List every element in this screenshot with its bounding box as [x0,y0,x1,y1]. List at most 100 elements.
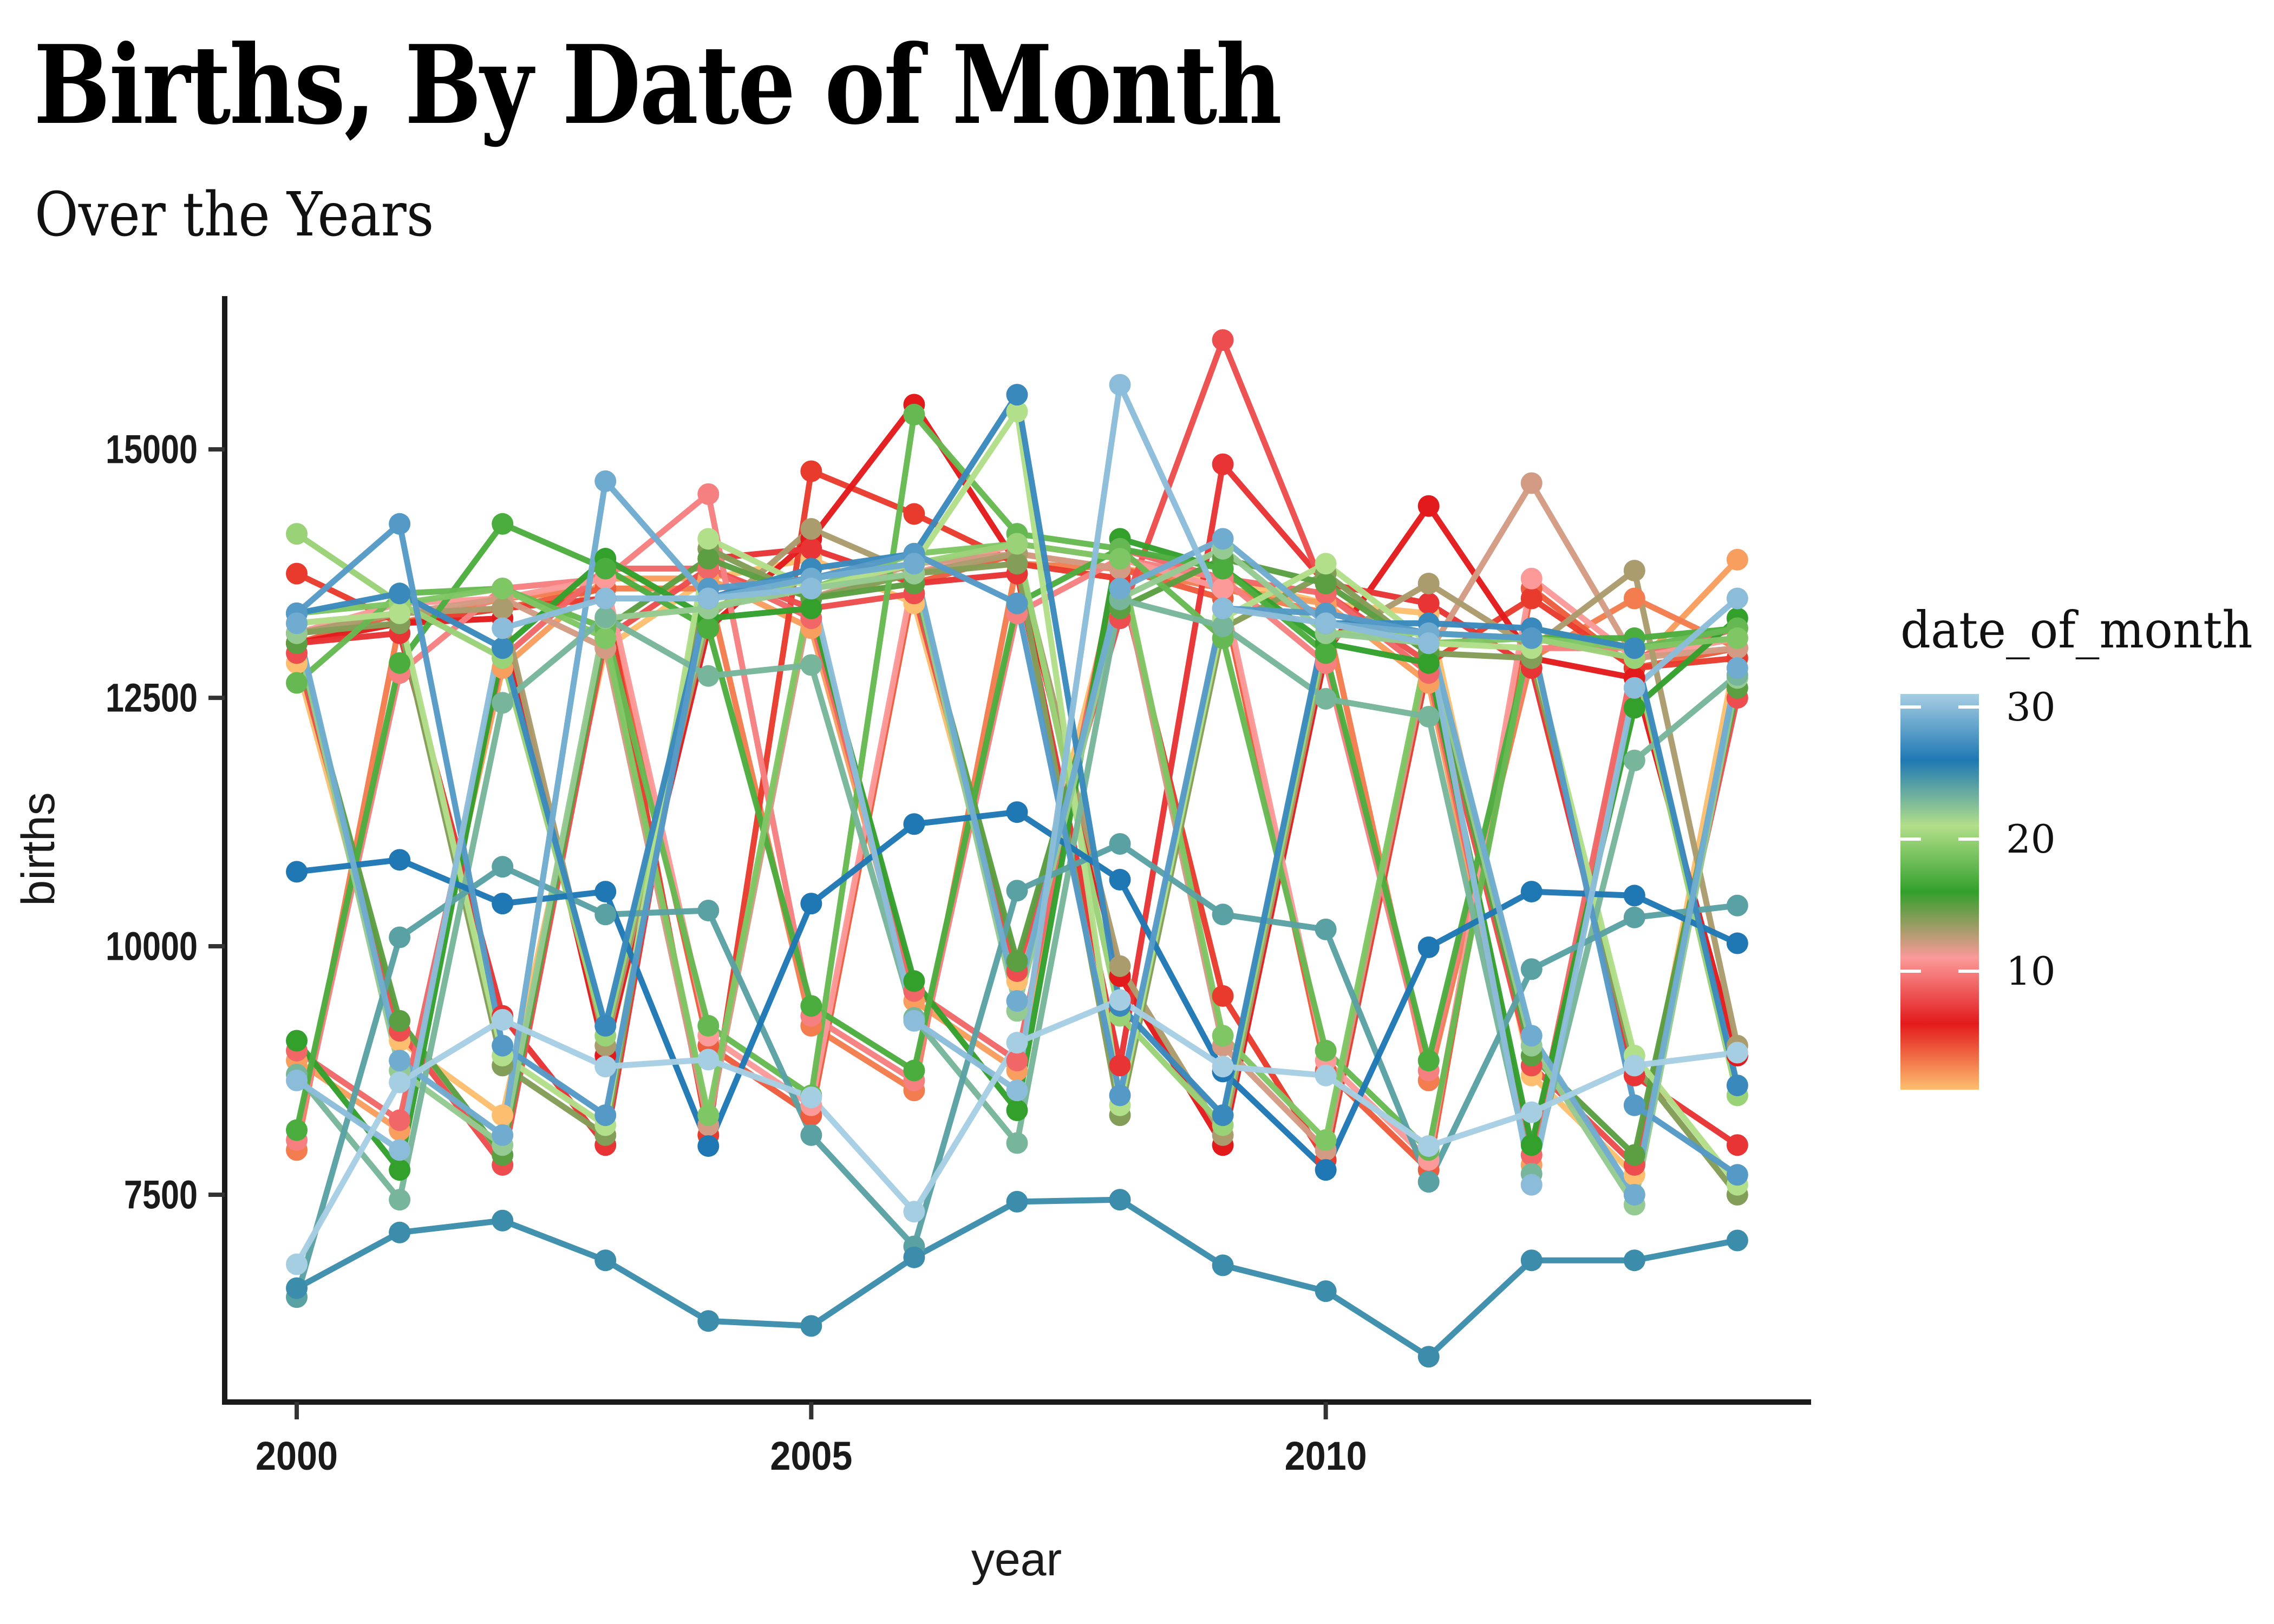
data-point [1006,384,1028,406]
y-tick-label: 12500 [106,676,198,721]
data-point [1006,553,1028,575]
data-point [1212,985,1234,1007]
data-point [697,1135,720,1157]
data-point [697,548,720,570]
data-point [1109,989,1131,1011]
y-tick-label: 15000 [106,427,198,472]
data-point [492,513,514,535]
data-point [1520,1174,1543,1196]
data-point [800,893,822,915]
data-point [1417,1171,1440,1193]
data-point [594,470,617,492]
legend-tick-mark [1900,969,1921,973]
data-point [389,652,411,674]
data-point [594,1104,617,1127]
data-point [1726,1075,1748,1097]
data-point [1315,1039,1337,1062]
legend-gradient-bar [1900,694,1979,1090]
data-point [1726,1042,1748,1064]
data-point [1212,903,1234,926]
data-point [1417,495,1440,517]
data-point [1520,1134,1543,1156]
data-point [389,1189,411,1211]
data-point [594,1056,617,1078]
data-point [286,523,308,545]
data-point [389,849,411,871]
data-point [1109,833,1131,855]
data-point [1109,1055,1131,1077]
data-point [800,995,822,1017]
data-point [800,578,822,600]
x-axis-title: year [971,1534,1062,1586]
data-point [389,582,411,605]
data-point [1417,1050,1440,1072]
data-point [800,518,822,540]
data-point [1315,1064,1337,1086]
legend-tick-mark [1958,705,1979,709]
data-point [1315,1159,1337,1181]
data-point [1212,558,1234,580]
data-point [1109,955,1131,977]
data-point [1726,548,1748,571]
data-point [1623,749,1645,771]
data-point [1212,1025,1234,1047]
x-tick-label: 2005 [770,1433,852,1478]
data-point [1417,632,1440,654]
data-point [594,606,617,628]
data-point [1520,881,1543,903]
data-point [1006,1132,1028,1154]
data-point [1212,615,1234,637]
data-point [286,1277,308,1299]
data-point [1417,1135,1440,1157]
data-point [594,903,617,926]
data-point [1417,572,1440,594]
data-point [1109,374,1131,396]
x-tick-label: 2000 [256,1433,338,1478]
data-point [800,1315,822,1337]
data-point [697,665,720,687]
data-point [800,1086,822,1109]
data-point [1417,1346,1440,1368]
data-point [1315,687,1337,710]
data-point [1726,1134,1748,1156]
data-point [1623,1055,1645,1077]
data-point [903,1201,925,1223]
data-point [1520,627,1543,649]
data-point [1006,1099,1028,1121]
data-point [1623,677,1645,699]
data-point [1623,906,1645,928]
data-point [1006,1079,1028,1102]
data-point [1212,1056,1234,1078]
data-point [1726,932,1748,954]
data-point [800,538,822,560]
data-point [903,1246,925,1268]
data-point [492,893,514,915]
data-point [594,881,617,903]
data-point [1212,597,1234,619]
data-point [1726,1229,1748,1252]
y-axis-title: births [12,792,64,906]
data-point [594,1014,617,1037]
data-point [1623,587,1645,610]
data-point [697,483,720,505]
data-point [1315,642,1337,664]
data-point [389,603,411,625]
data-point [594,587,617,610]
data-point [1520,472,1543,494]
data-point [1006,592,1028,614]
data-point [492,1124,514,1146]
data-point [1520,958,1543,980]
data-point [1315,1129,1337,1151]
data-point [1006,950,1028,972]
data-point [492,856,514,878]
legend-tick-mark [1958,969,1979,973]
data-point [1006,801,1028,823]
data-point [1315,612,1337,634]
data-point [1109,1189,1131,1211]
data-point [1623,885,1645,907]
data-point [1315,553,1337,575]
data-point [1006,533,1028,555]
data-point [903,970,925,992]
data-point [286,861,308,883]
